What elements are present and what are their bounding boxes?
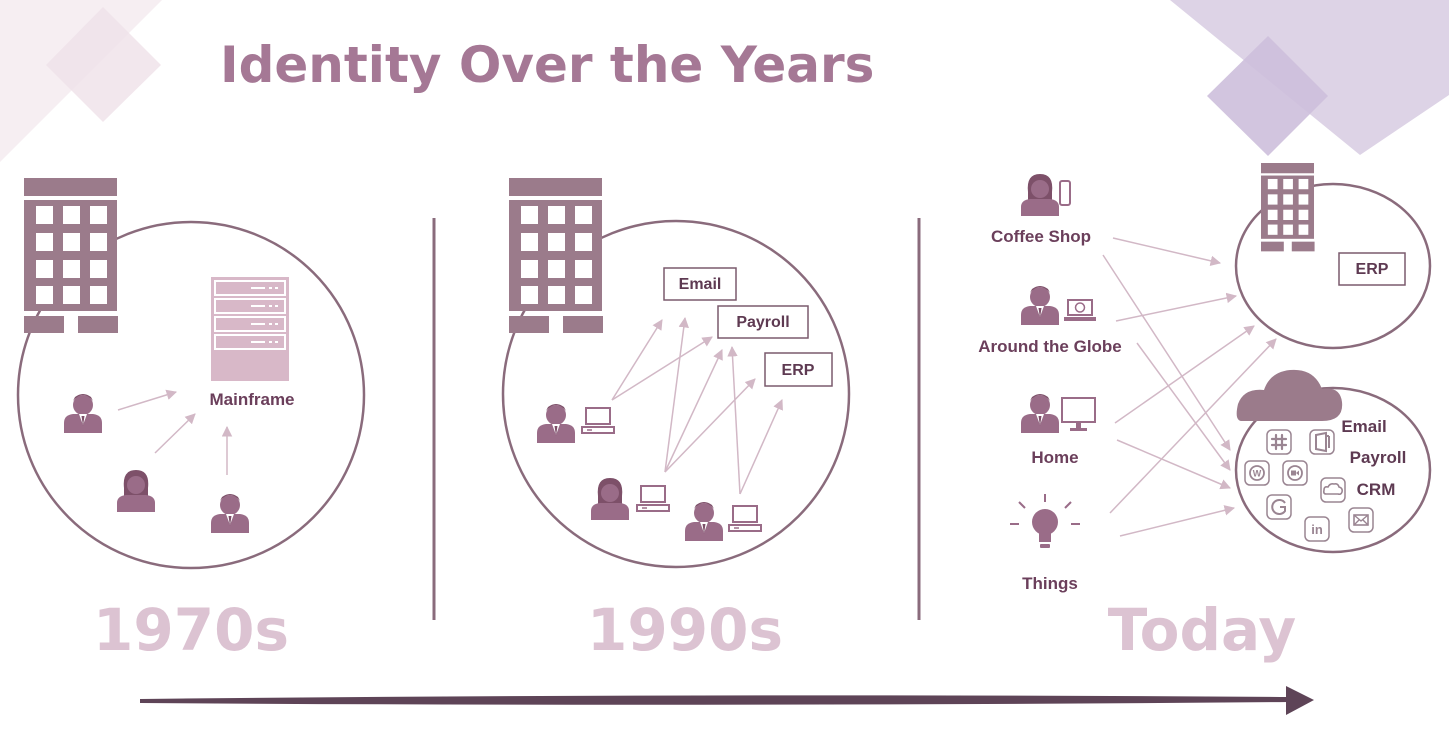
zoom-icon [1282, 460, 1308, 486]
salesforce-icon [1320, 477, 1346, 503]
laptop-globe-icon [1064, 299, 1096, 321]
era-label-1990s: 1990s [587, 596, 783, 664]
era-label-today: Today [1108, 596, 1296, 664]
mainframe-label: Mainframe [209, 390, 294, 409]
svg-text:Coffee Shop: Coffee Shop [991, 227, 1091, 246]
svg-text:ERP: ERP [1356, 261, 1389, 278]
svg-text:in: in [1311, 522, 1323, 537]
cloud-app-crm: CRM [1357, 480, 1396, 499]
google-icon [1266, 494, 1292, 520]
building-icon [24, 178, 118, 333]
linkedin-icon: in [1304, 516, 1330, 542]
svg-text:W: W [1253, 469, 1262, 479]
user-icon [117, 470, 155, 512]
era-label-1970s: 1970s [93, 596, 289, 664]
svg-text:ERP: ERP [782, 362, 815, 379]
app-box-email: Email [663, 267, 737, 301]
cloud-app-payroll: Payroll [1350, 448, 1407, 467]
mainframe-server-icon [211, 277, 289, 381]
app-box-payroll: Payroll [717, 305, 809, 339]
office-icon [1309, 429, 1335, 455]
wordpress-icon: W [1244, 460, 1270, 486]
era-today-panel: Coffee Shop Around the Globe Home [978, 163, 1432, 664]
era-1970s-panel: Mainframe 1970s [16, 178, 366, 664]
laptop-icon [581, 407, 615, 434]
user-icon [64, 394, 102, 433]
user-icon [211, 494, 249, 533]
monitor-icon [1061, 397, 1096, 431]
enterprise-circle [16, 220, 366, 570]
laptop-icon [636, 485, 670, 512]
user-icon [537, 404, 575, 443]
location-things: Things [1010, 494, 1080, 593]
svg-text:Home: Home [1031, 448, 1078, 467]
timeline-arrow [140, 686, 1314, 715]
svg-text:Email: Email [679, 276, 722, 293]
cloud-icon [1236, 369, 1343, 421]
app-box-erp: ERP [1338, 252, 1406, 286]
era-1990s-panel: Email Payroll ERP 1990s [501, 178, 851, 664]
building-icon [509, 178, 603, 333]
enterprise-circle [501, 219, 851, 569]
location-coffee-shop: Coffee Shop [991, 174, 1091, 246]
onprem-circle [1234, 182, 1432, 350]
connection-arrows [1102, 237, 1277, 537]
page-title: Identity Over the Years [220, 36, 874, 94]
phone-icon [1059, 180, 1071, 206]
location-around-the-globe: Around the Globe [978, 286, 1122, 356]
laptop-icon [728, 505, 762, 532]
user-icon [685, 502, 723, 541]
svg-text:Payroll: Payroll [736, 314, 789, 331]
app-box-erp: ERP [764, 352, 833, 387]
location-home: Home [1021, 394, 1096, 467]
slack-icon [1266, 429, 1292, 455]
svg-text:Things: Things [1022, 574, 1078, 593]
lightbulb-icon [1010, 494, 1080, 548]
building-icon [1261, 163, 1315, 252]
mail-icon [1348, 507, 1374, 533]
cloud-app-email: Email [1341, 417, 1386, 436]
user-icon [591, 478, 629, 520]
svg-text:Around the Globe: Around the Globe [978, 337, 1122, 356]
